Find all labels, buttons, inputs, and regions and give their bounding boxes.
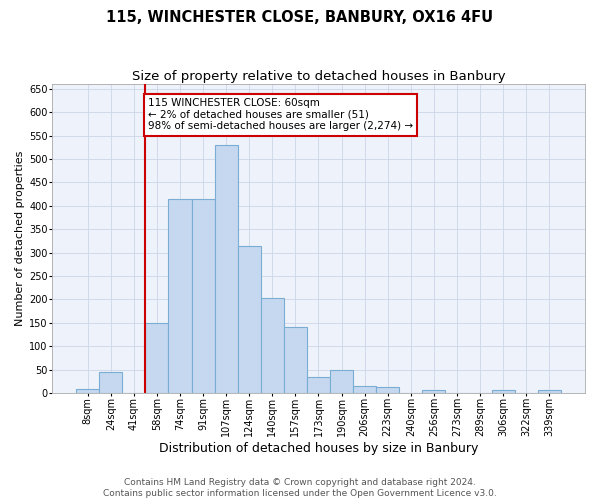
X-axis label: Distribution of detached houses by size in Banbury: Distribution of detached houses by size …: [159, 442, 478, 455]
Bar: [76, 389, 99, 393]
Bar: [99, 372, 122, 393]
Bar: [353, 386, 376, 393]
Bar: [215, 145, 238, 393]
Bar: [145, 322, 169, 393]
Bar: [307, 376, 330, 393]
Bar: [330, 370, 353, 393]
Text: 115 WINCHESTER CLOSE: 60sqm
← 2% of detached houses are smaller (51)
98% of semi: 115 WINCHESTER CLOSE: 60sqm ← 2% of deta…: [148, 98, 413, 132]
Bar: [422, 390, 445, 393]
Bar: [169, 199, 191, 393]
Title: Size of property relative to detached houses in Banbury: Size of property relative to detached ho…: [131, 70, 505, 83]
Y-axis label: Number of detached properties: Number of detached properties: [15, 151, 25, 326]
Bar: [284, 328, 307, 393]
Bar: [491, 390, 515, 393]
Bar: [191, 199, 215, 393]
Text: Contains HM Land Registry data © Crown copyright and database right 2024.
Contai: Contains HM Land Registry data © Crown c…: [103, 478, 497, 498]
Bar: [261, 298, 284, 393]
Bar: [538, 390, 561, 393]
Bar: [376, 388, 399, 393]
Bar: [238, 246, 261, 393]
Text: 115, WINCHESTER CLOSE, BANBURY, OX16 4FU: 115, WINCHESTER CLOSE, BANBURY, OX16 4FU: [106, 10, 494, 25]
